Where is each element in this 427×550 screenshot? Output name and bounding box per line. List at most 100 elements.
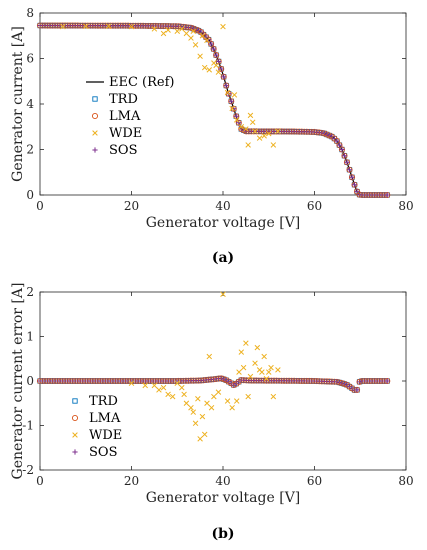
series-wde-point xyxy=(275,128,281,135)
series-wde-point xyxy=(243,340,249,346)
series-wde-point xyxy=(179,384,185,391)
legend-marker-sos xyxy=(92,147,98,153)
x-tick-label: 40 xyxy=(215,474,230,488)
series-wde-point xyxy=(256,135,263,141)
x-tick-label: 40 xyxy=(215,199,230,213)
legend-marker-lma xyxy=(91,112,99,120)
series-wde-point xyxy=(192,420,199,427)
series-wde-point xyxy=(268,364,274,371)
series-sos-point xyxy=(223,82,229,89)
series-sos-point xyxy=(221,74,227,80)
series-sos-point xyxy=(344,159,350,165)
legend-marker-lma xyxy=(71,414,79,422)
series-wde-point xyxy=(160,30,167,37)
series-wde-point xyxy=(270,142,277,148)
series-wde-point xyxy=(165,27,171,33)
y-axis-label: Generator current [A] xyxy=(10,26,26,182)
series-wde-point xyxy=(197,436,203,442)
series-wde-point xyxy=(265,130,272,137)
series-wde-point xyxy=(231,92,238,98)
series-wde-point xyxy=(174,28,181,34)
panel-a: 0 20 40 60 80 0 2 4 6 8 Generator voltage [V] Gener… xyxy=(10,6,414,266)
panel-b: 0 20 40 60 80 -2 -1 0 1 2 Generator voltage [V] Gen… xyxy=(10,283,414,542)
series-wde-point xyxy=(128,23,135,30)
series-sos-point xyxy=(228,98,234,104)
y-tick-label: 0 xyxy=(26,374,34,388)
series-wde-point xyxy=(224,89,231,96)
series-wde-point xyxy=(252,128,258,135)
legend-label: SOS xyxy=(109,143,137,158)
series-sos-point xyxy=(354,387,360,393)
series-wde-point xyxy=(233,117,240,123)
series-wde-point xyxy=(201,64,208,71)
legend-marker-wde xyxy=(92,130,98,136)
series-wde-point xyxy=(261,353,267,360)
series-wde-point xyxy=(179,26,185,32)
x-tick-label: 80 xyxy=(398,474,413,488)
series-wde-point xyxy=(224,398,231,404)
y-tick-label: -2 xyxy=(22,463,34,477)
series-wde-point xyxy=(199,32,206,39)
legend-label: WDE xyxy=(109,126,142,141)
series-wde-point xyxy=(160,384,167,391)
series-wde-point xyxy=(259,369,265,375)
series-wde-point xyxy=(60,23,66,30)
legend-label: EEC (Ref) xyxy=(109,75,175,90)
series-wde-point xyxy=(197,53,203,59)
series-wde-point xyxy=(206,67,213,73)
series-sos-point xyxy=(341,153,348,159)
series-wde-point xyxy=(151,26,158,32)
y-tick-label: 6 xyxy=(26,52,34,66)
series-sos-point xyxy=(339,146,345,153)
legend-marker-trd xyxy=(72,398,78,404)
series-wde-point xyxy=(238,123,245,130)
figure-caption: (a) xyxy=(212,250,234,266)
series-sos-point xyxy=(213,52,219,58)
series-sos-point xyxy=(351,182,358,188)
series-wde-point xyxy=(275,367,281,373)
series-wde-point xyxy=(265,369,272,375)
series-sos-point xyxy=(346,167,353,173)
series-wde-point xyxy=(174,380,181,386)
series-wde-point xyxy=(195,396,201,402)
series-wde-point xyxy=(151,382,158,389)
legend-marker-trd xyxy=(92,96,98,102)
series-wde-point xyxy=(238,349,245,355)
series-wde-point xyxy=(208,404,215,411)
x-tick-label: 60 xyxy=(307,474,322,488)
series-sos-point xyxy=(349,174,355,180)
series-sos-point xyxy=(218,66,224,72)
series-sos-point xyxy=(384,378,390,384)
series-wde-point xyxy=(270,393,277,400)
series-wde-point xyxy=(215,389,222,395)
series-wde-point xyxy=(188,35,194,41)
legend-label: LMA xyxy=(89,411,121,426)
series-wde-point xyxy=(156,387,162,393)
y-tick-label: 8 xyxy=(26,6,34,20)
series-wde-point xyxy=(201,431,208,438)
series-sos-point xyxy=(211,46,217,52)
legend-label: LMA xyxy=(109,109,141,124)
series-wde-point xyxy=(199,413,206,420)
series-wde-point xyxy=(263,376,270,382)
series-wde-point xyxy=(229,105,235,112)
x-tick-label: 20 xyxy=(124,474,139,488)
series-wde-point xyxy=(82,23,89,30)
series-wde-point xyxy=(233,398,240,404)
series-wde-point xyxy=(204,37,210,44)
x-tick-label: 0 xyxy=(36,474,44,488)
series-wde-point xyxy=(142,382,148,389)
series-wde-point xyxy=(252,360,258,366)
legend-label: SOS xyxy=(89,445,117,460)
x-axis-label: Generator voltage [V] xyxy=(146,215,301,231)
y-tick-label: 1 xyxy=(26,330,34,344)
series-wde-point xyxy=(254,344,261,351)
legend: EEC (Ref) TRD LMA WDE SOS xyxy=(86,75,175,158)
series-sos-point xyxy=(384,192,390,198)
y-tick-label: -1 xyxy=(22,419,34,433)
series-wde-point xyxy=(245,393,251,400)
y-tick-label: 4 xyxy=(26,97,34,111)
series-wde-point xyxy=(192,42,199,48)
series-wde-point xyxy=(220,23,226,30)
series-wde-point xyxy=(229,404,235,411)
